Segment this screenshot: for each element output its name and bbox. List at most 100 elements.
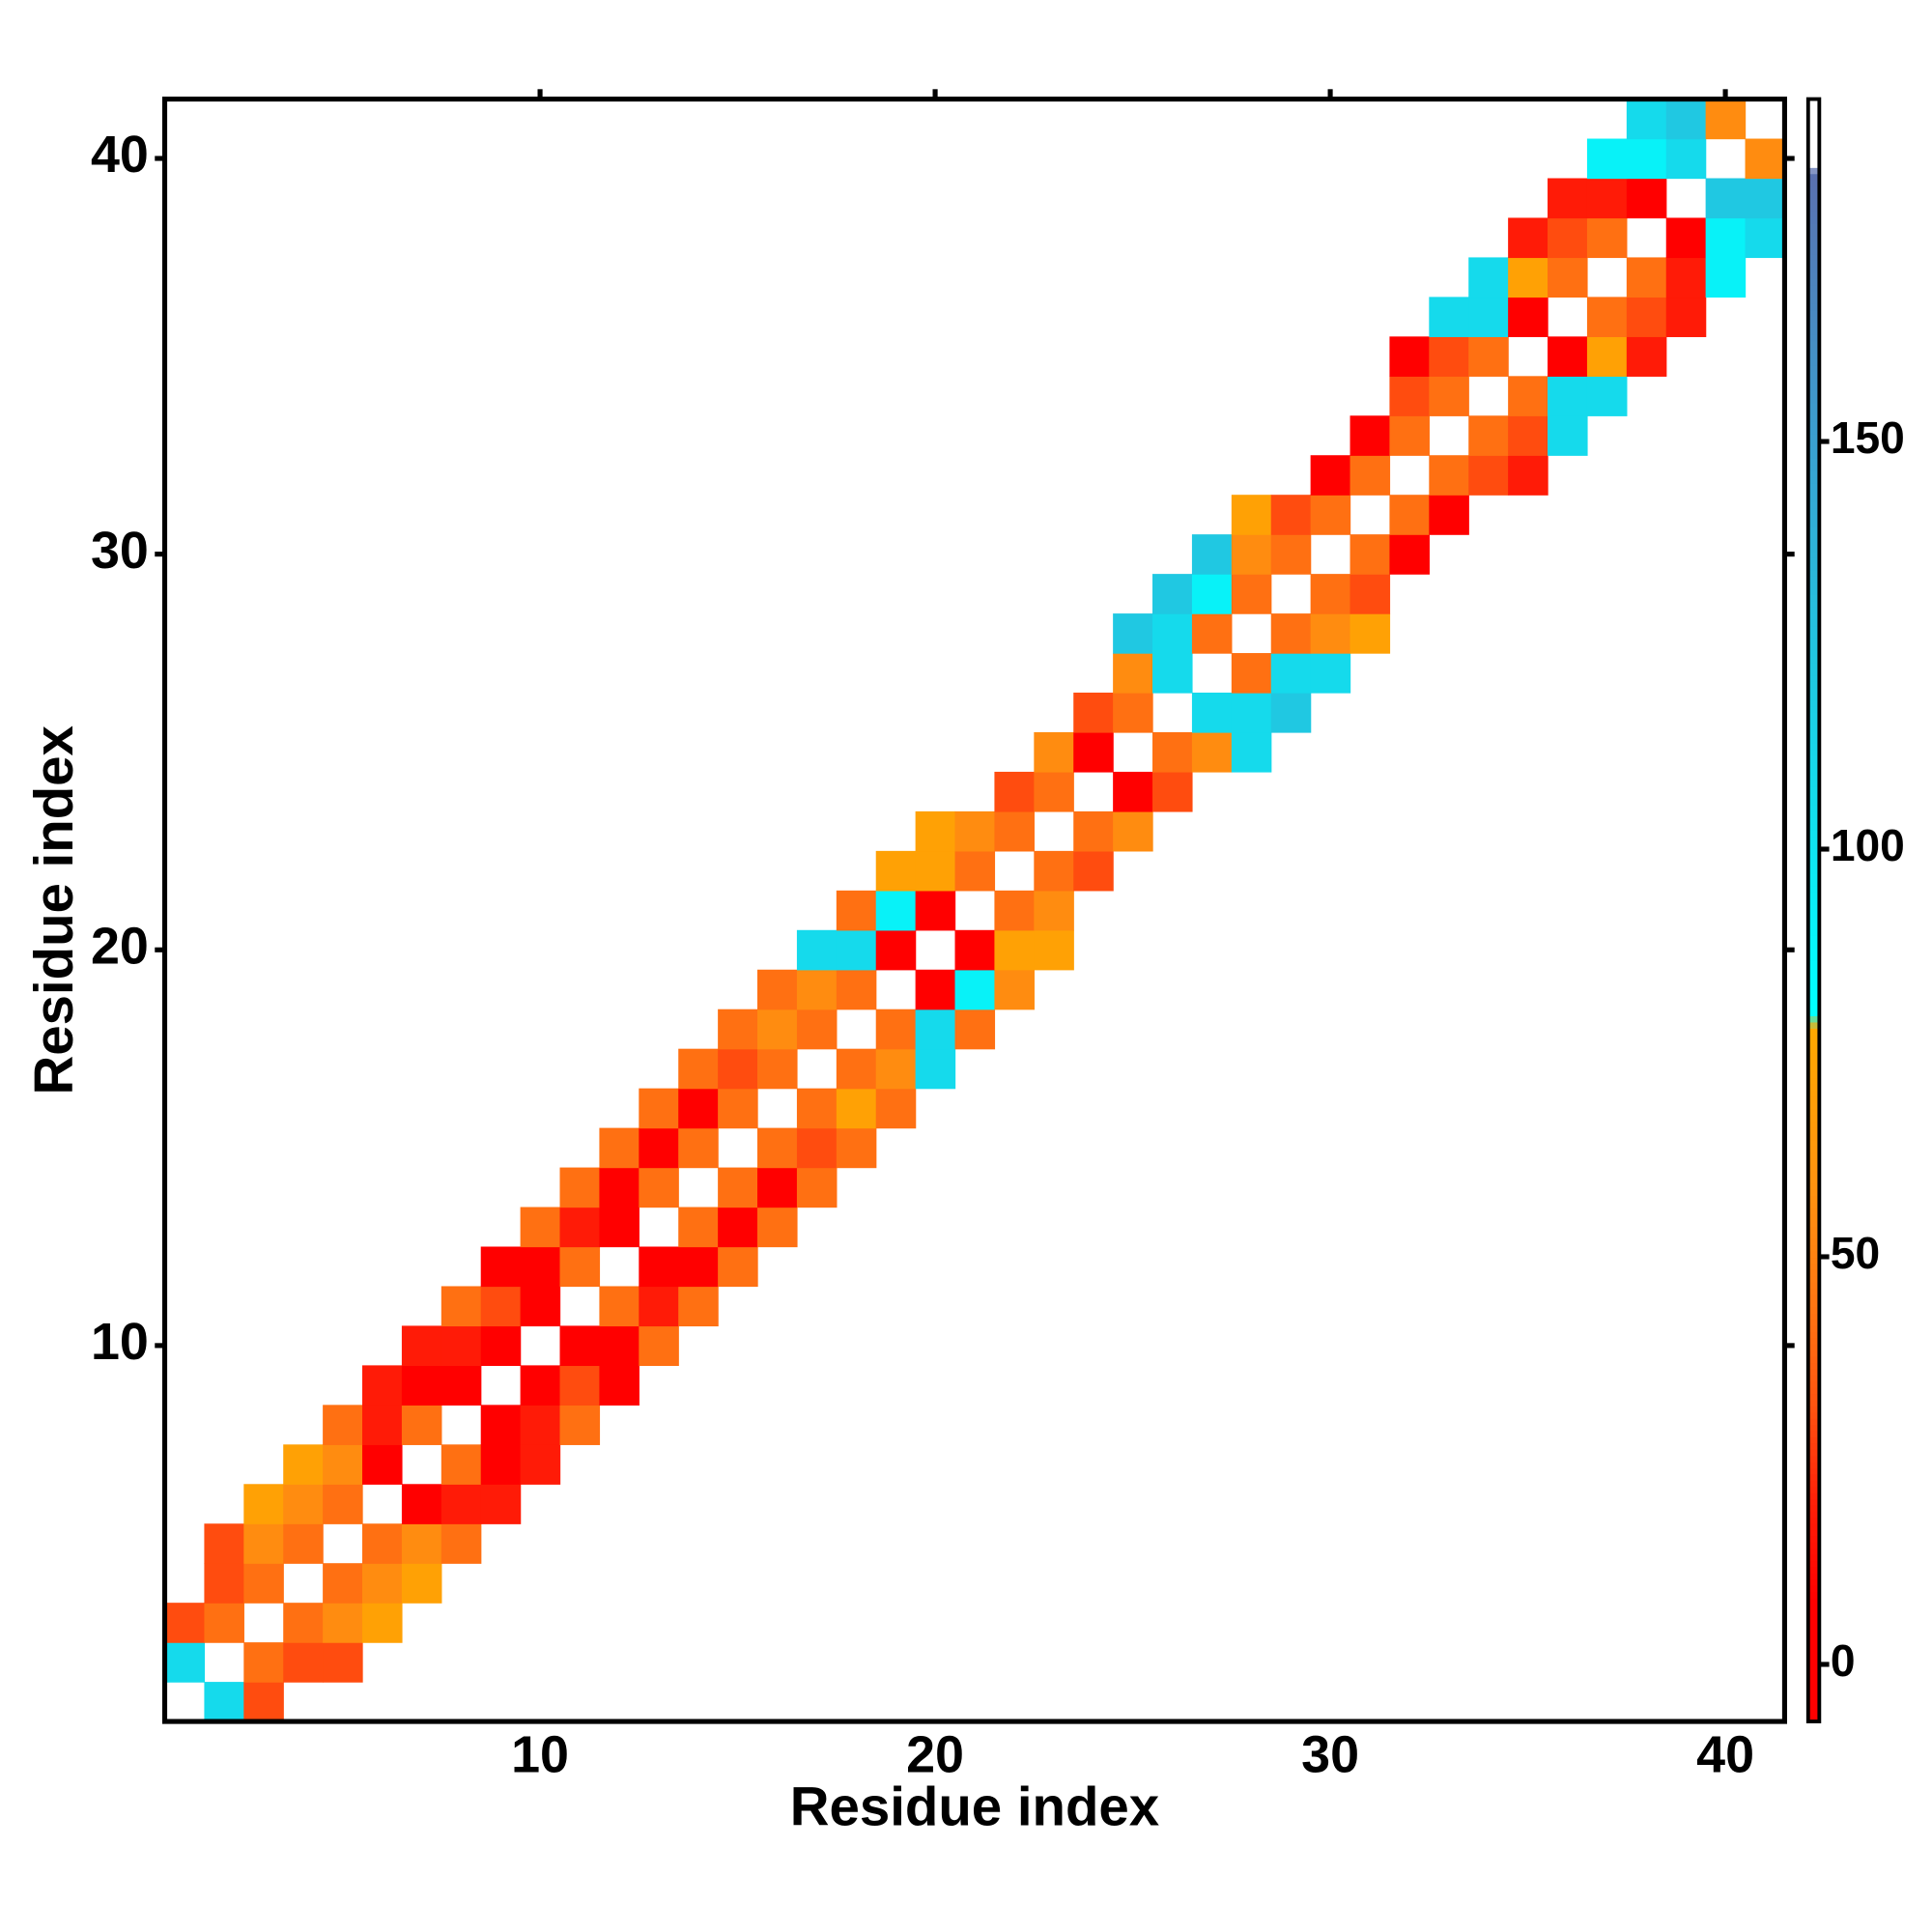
colorbar-segment [1807,1566,1820,1574]
colorbar-segment [1807,934,1820,943]
heatmap-cell [678,1286,719,1327]
colorbar-segment [1807,872,1820,881]
colorbar-segment [1807,1350,1820,1357]
heatmap-cell [1310,613,1351,654]
heatmap-cell [1231,574,1272,614]
heatmap-cell [283,1444,324,1485]
colorbar-segment [1807,1306,1820,1314]
heatmap-cell [639,1127,679,1169]
heatmap-cell [1468,415,1509,456]
heatmap-cell [1113,653,1153,694]
heatmap-cell [1113,771,1153,812]
heatmap-cell [954,969,996,1010]
heatmap-cell [718,1048,758,1090]
heatmap-cell [480,1246,522,1288]
heatmap-cell [599,1207,639,1248]
colorbar-tick-label: 50 [1831,1228,1880,1278]
heatmap-cell [678,1246,719,1288]
heatmap-cell [1034,771,1074,812]
colorbar-segment [1807,514,1820,522]
heatmap-cell [1548,178,1588,219]
heatmap-cell [1073,731,1114,773]
colorbar-segment [1807,242,1820,249]
heatmap-cell [401,1325,442,1367]
heatmap-cell [559,1325,601,1367]
colorbar-segment [1807,260,1820,268]
colorbar-segment [1807,160,1820,168]
colorbar-segment [1807,563,1820,571]
colorbar-segment [1807,1511,1820,1519]
heatmap-cell [836,929,877,971]
colorbar-segment [1807,1288,1820,1295]
heatmap-cell [1350,534,1391,575]
heatmap-cell [1270,534,1312,575]
plot-frame [161,97,1787,1724]
colorbar-segment [1807,656,1820,664]
heatmap-cell [836,890,877,931]
colorbar-segment [1807,358,1820,366]
colorbar-segment [1807,780,1820,787]
heatmap-cell [1665,297,1707,337]
colorbar-segment [1807,420,1820,429]
heatmap-cell [1745,217,1786,259]
heatmap-cell [1034,890,1074,931]
colorbar-segment [1807,309,1820,317]
colorbar-segment [1807,556,1820,565]
heatmap-cell [1034,850,1074,892]
heatmap-cell [836,1088,877,1129]
heatmap-cell [599,1325,639,1367]
heatmap-cell [875,850,917,892]
colorbar-segment [1807,179,1820,187]
colorbar-segment [1807,928,1820,936]
colorbar-segment [1807,1151,1820,1159]
heatmap-cell [1034,731,1074,773]
heatmap-cell [1508,257,1548,298]
heatmap-cell [1586,336,1628,377]
colorbar-segment [1807,705,1820,713]
heatmap-cell [1073,693,1114,733]
heatmap-cell [362,1405,403,1445]
colorbar-segment [1807,1417,1820,1426]
colorbar-segment [1807,1473,1820,1481]
colorbar-segment [1807,1461,1820,1468]
colorbar-segment [1807,440,1820,447]
heatmap-cell [718,1246,758,1288]
heatmap-cell [639,1246,679,1288]
heatmap-cell [243,1523,284,1564]
colorbar-segment [1807,805,1820,812]
heatmap-cell [520,1444,561,1485]
heatmap-cell [718,1207,758,1248]
colorbar-segment [1807,1226,1820,1234]
colorbar-tick-label: 100 [1831,820,1905,870]
heatmap-cell [1231,495,1272,535]
heatmap-cell [1548,336,1588,377]
colorbar-segment [1807,693,1820,701]
colorbar-segment [1807,792,1820,800]
heatmap-cell [164,1603,206,1643]
heatmap-cell [204,1682,244,1722]
colorbar-segment [1807,1331,1820,1339]
colorbar-segment [1807,1492,1820,1500]
colorbar-segment [1807,836,1820,843]
colorbar-tick-label: 150 [1831,412,1905,463]
heatmap-cell [1626,138,1667,180]
colorbar-segment [1807,409,1820,416]
colorbar-segment [1807,1028,1820,1036]
colorbar-segment [1807,1003,1820,1010]
colorbar-segment [1807,923,1820,930]
colorbar-segment [1807,699,1820,707]
heatmap-cell [1270,693,1312,733]
heatmap-cell [1586,138,1628,180]
colorbar-segment [1807,1640,1820,1648]
heatmap-cell [1231,731,1272,773]
heatmap-cell [440,1484,482,1524]
heatmap-cell [283,1642,324,1683]
heatmap-cell [915,890,956,931]
colorbar-segment [1807,507,1820,515]
colorbar-segment [1807,1548,1820,1555]
colorbar-segment [1807,1083,1820,1091]
heatmap-cell [1191,613,1233,654]
colorbar-segment [1807,829,1820,838]
colorbar-segment [1807,1542,1820,1549]
colorbar-segment [1807,650,1820,658]
